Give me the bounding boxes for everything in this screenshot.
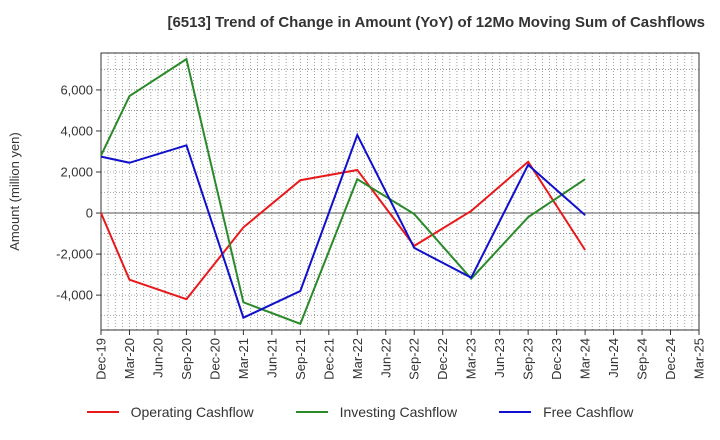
y-tick-label: 6,000 <box>60 82 93 97</box>
legend-item: Operating Cashflow <box>86 404 254 420</box>
y-tick-label: 0 <box>86 206 93 221</box>
legend-label: Investing Cashflow <box>339 404 458 420</box>
x-tick-label: Dec-23 <box>549 338 564 380</box>
x-tick-label: Mar-20 <box>122 338 137 379</box>
x-axis-ticks: Dec-19 Mar-20 Jun-20 Sep-20 Dec-20 Mar-21 Jun-… <box>94 330 707 380</box>
series-lines <box>100 57 586 326</box>
x-tick-label: Sep-24 <box>635 338 650 380</box>
legend-swatch <box>295 411 328 413</box>
y-axis-ticks: -4,000 -2,000 0 2,000 4,000 6,000 <box>56 82 101 303</box>
x-tick-label: Dec-20 <box>207 338 222 380</box>
x-tick-label: Dec-19 <box>94 338 109 380</box>
x-tick-label: Sep-22 <box>407 338 422 380</box>
y-tick-label: 4,000 <box>60 123 93 138</box>
legend-swatch <box>499 411 532 413</box>
legend-item: Free Cashflow <box>499 404 633 420</box>
y-tick-label: -4,000 <box>56 288 93 303</box>
x-tick-label: Sep-20 <box>179 338 194 380</box>
x-tick-label: Sep-21 <box>293 338 308 380</box>
legend-label: Operating Cashflow <box>130 404 254 420</box>
x-tick-label: Mar-25 <box>692 338 707 379</box>
legend-label: Free Cashflow <box>543 404 634 420</box>
x-tick-label: Mar-22 <box>350 338 365 379</box>
x-tick-label: Jun-22 <box>378 338 393 378</box>
y-axis-title: Amount (million yen) <box>7 132 22 251</box>
x-tick-label: Jun-23 <box>492 338 507 378</box>
x-tick-label: Mar-21 <box>236 338 251 379</box>
series-line-free-cashflow <box>100 132 586 320</box>
x-tick-label: Jun-21 <box>264 338 279 378</box>
y-tick-label: 2,000 <box>60 165 93 180</box>
x-tick-label: Dec-24 <box>663 338 678 380</box>
legend-item: Investing Cashflow <box>295 404 458 420</box>
x-tick-label: Jun-20 <box>150 338 165 378</box>
plot-frame <box>100 52 700 331</box>
legend-swatch <box>86 411 119 413</box>
y-tick-label: -2,000 <box>56 247 93 262</box>
x-tick-label: Mar-23 <box>464 338 479 379</box>
grid <box>101 53 699 330</box>
x-tick-label: Dec-21 <box>321 338 336 380</box>
x-tick-label: Dec-22 <box>435 338 450 380</box>
legend: Operating Cashflow Investing Cashflow Free… <box>0 404 720 420</box>
series-line-operating-cashflow <box>100 160 586 301</box>
chart-title: [6513] Trend of Change in Amount (YoY) o… <box>167 14 705 31</box>
series-line-investing-cashflow <box>100 57 586 326</box>
x-tick-label: Sep-23 <box>521 338 536 380</box>
x-tick-label: Mar-24 <box>578 338 593 379</box>
x-tick-label: Jun-24 <box>606 338 621 378</box>
